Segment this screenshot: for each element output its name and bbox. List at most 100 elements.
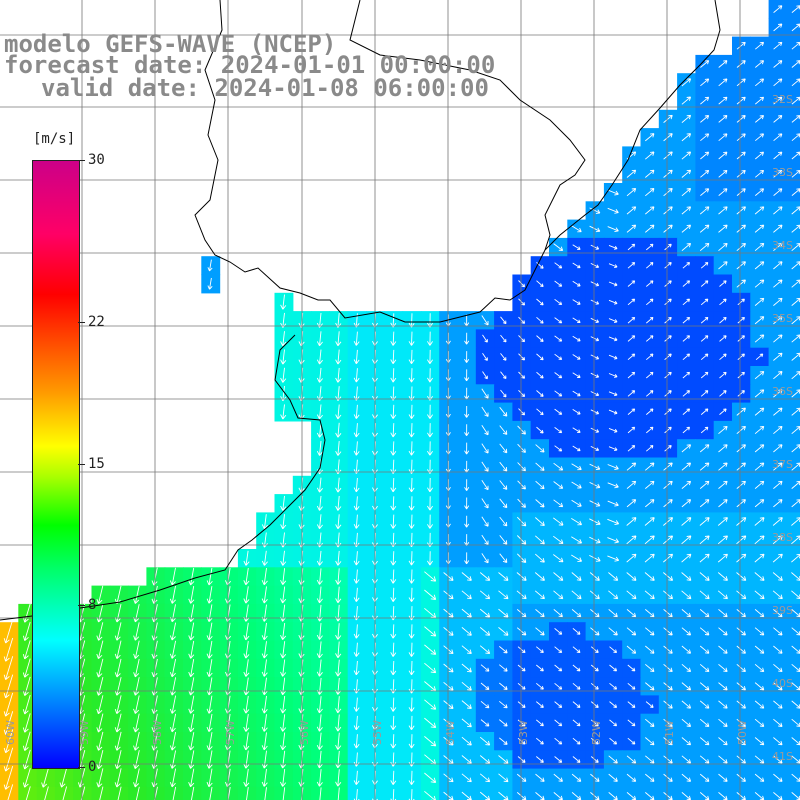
colorbar (32, 160, 80, 769)
wind-arrow (353, 368, 360, 383)
wind-arrow (498, 773, 509, 783)
wind-arrow (464, 314, 470, 327)
wind-speed-cell (786, 366, 800, 385)
wind-arrow (736, 261, 746, 270)
wind-arrow (169, 622, 177, 641)
wind-arrow (516, 553, 527, 563)
wind-arrow (719, 390, 727, 397)
wind-arrow (22, 694, 31, 715)
wind-arrow (316, 331, 323, 347)
wind-arrow (335, 696, 342, 714)
wind-arrow (96, 622, 104, 641)
wind-arrow (3, 637, 14, 662)
wind-arrow (773, 755, 783, 764)
wind-arrow (133, 750, 140, 770)
wind-speed-cell (567, 786, 587, 800)
wind-arrow (335, 477, 342, 493)
wind-arrow (243, 750, 250, 769)
wind-speed-cell (786, 475, 800, 495)
wind-arrow (718, 663, 728, 673)
wind-speed-cell (786, 219, 800, 239)
wind-arrow (280, 695, 287, 714)
lon-label: 51W (663, 720, 676, 745)
wind-arrow (571, 609, 582, 618)
wind-arrow (353, 734, 360, 749)
wind-arrow (279, 768, 287, 787)
wind-speed-cell (677, 786, 696, 800)
wind-arrow (626, 773, 637, 782)
wind-arrow (535, 553, 545, 563)
wind-arrow (718, 206, 728, 215)
wind-arrow (646, 390, 654, 397)
wind-arrow (681, 590, 692, 600)
wind-arrow (500, 334, 507, 343)
wind-arrow (516, 590, 527, 600)
wind-arrow (517, 498, 526, 508)
wind-arrow (390, 697, 397, 712)
wind-arrow (682, 353, 691, 361)
wind-arrow (681, 224, 692, 233)
wind-arrow (461, 773, 472, 783)
wind-arrow (626, 645, 637, 654)
wind-arrow (754, 627, 765, 636)
colorbar-label: 15 (88, 455, 105, 472)
wind-arrow (96, 640, 104, 660)
wind-arrow (22, 768, 31, 788)
wind-arrow (773, 96, 783, 105)
wind-arrow (280, 732, 287, 751)
wind-arrow (627, 719, 636, 727)
wind-speed-cell (786, 311, 800, 330)
wind-arrow (498, 590, 509, 600)
wind-arrow (717, 553, 728, 563)
wind-arrow (736, 645, 746, 654)
wind-arrow (572, 372, 581, 378)
wind-arrow (754, 316, 765, 325)
wind-arrow (608, 263, 618, 269)
wind-arrow (718, 755, 728, 764)
wind-arrow (390, 587, 397, 602)
wind-arrow (335, 422, 342, 438)
wind-arrow (608, 354, 618, 360)
wind-arrow (427, 551, 433, 566)
lat-label: 39S (772, 604, 793, 617)
wind-arrow (464, 479, 470, 491)
wind-arrow (772, 572, 783, 581)
wind-arrow (699, 682, 710, 691)
wind-arrow (316, 769, 323, 787)
wind-arrow (718, 480, 728, 489)
wind-arrow (626, 462, 637, 471)
lat-label: 33S (772, 166, 793, 179)
wind-arrow (461, 608, 472, 618)
colorbar-tick (78, 463, 85, 465)
wind-arrow (627, 445, 636, 452)
wind-speed-cell (786, 622, 800, 642)
wind-arrow (645, 462, 655, 471)
wind-arrow (22, 640, 31, 660)
wind-arrow (554, 664, 563, 672)
lon-label: 55W (371, 720, 384, 745)
wind-arrow (644, 553, 655, 563)
wind-speed-cell (786, 18, 800, 38)
wind-arrow (481, 443, 489, 454)
wind-arrow (681, 627, 692, 636)
wind-arrow (172, 786, 177, 800)
wind-arrow (554, 427, 563, 434)
wind-arrow (335, 659, 342, 677)
wind-speed-cell (786, 146, 800, 166)
wind-arrow (700, 262, 709, 269)
wind-arrow (479, 608, 491, 618)
wind-arrow (718, 115, 728, 123)
wind-arrow (571, 590, 582, 600)
wind-arrow (589, 500, 601, 507)
wind-arrow (699, 535, 710, 545)
wind-arrow (718, 700, 728, 709)
wind-arrow (571, 463, 582, 471)
wind-speed-cell (786, 384, 800, 404)
wind-arrow (536, 353, 544, 361)
wind-arrow (206, 567, 213, 586)
wind-speed-cell (786, 256, 800, 276)
wind-arrow (663, 169, 673, 178)
wind-arrow (699, 590, 710, 600)
wind-arrow (188, 732, 195, 751)
wind-arrow (645, 718, 655, 727)
